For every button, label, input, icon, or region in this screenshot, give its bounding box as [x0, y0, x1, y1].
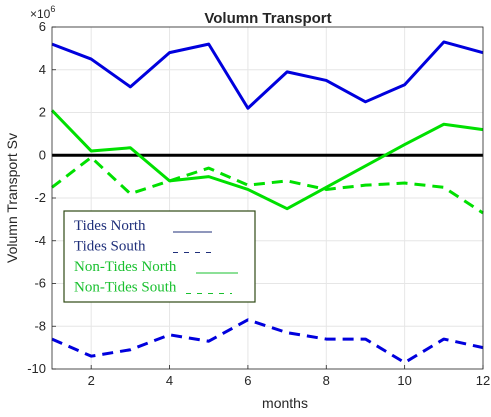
legend-label-4: Non-Tides South: [74, 280, 177, 296]
y-axis-exponent-base: ×10: [30, 7, 51, 21]
y-tick-label: -6: [34, 276, 46, 291]
y-axis-exponent-power: 6: [50, 4, 55, 14]
x-tick-label: 4: [166, 373, 173, 388]
tick-labels: 2 4 6 8 10 12 -10 -8 -6 -4 -2 0 2 4 6: [27, 19, 490, 388]
series-line-4: [51, 155, 484, 215]
y-tick-label: 6: [39, 19, 46, 34]
x-tick-label: 2: [88, 373, 95, 388]
y-tick-label: -10: [27, 361, 46, 376]
y-tick-label: 4: [39, 62, 46, 77]
legend-label-1: Tides North: [74, 218, 146, 234]
series-line-1: [51, 40, 484, 110]
y-tick-label: -8: [34, 318, 46, 333]
chart-title: Volumn Transport: [204, 10, 331, 27]
y-tick-label: 0: [39, 147, 46, 162]
x-tick-label: 6: [244, 373, 251, 388]
series-layer: [50, 40, 484, 365]
y-axis-label: Volumn Transport Sv: [4, 133, 20, 263]
legend-label-3: Non-Tides North: [74, 259, 177, 275]
x-axis-label: months: [262, 395, 308, 411]
x-tick-label: 8: [323, 373, 330, 388]
series-line-3: [50, 109, 484, 211]
y-tick-label: 2: [39, 105, 46, 120]
legend: Tides North Tides South Non-Tides North Non…: [63, 210, 256, 303]
plot-frame: [51, 26, 484, 370]
y-tick-label: -2: [34, 190, 46, 205]
y-axis-exponent: ×106: [30, 4, 55, 21]
legend-box: [63, 210, 256, 303]
x-tick-label: 12: [476, 373, 490, 388]
x-tick-label: 10: [397, 373, 411, 388]
y-tick-label: -4: [34, 233, 46, 248]
series-line-2: [51, 318, 484, 365]
legend-label-2: Tides South: [74, 239, 146, 255]
